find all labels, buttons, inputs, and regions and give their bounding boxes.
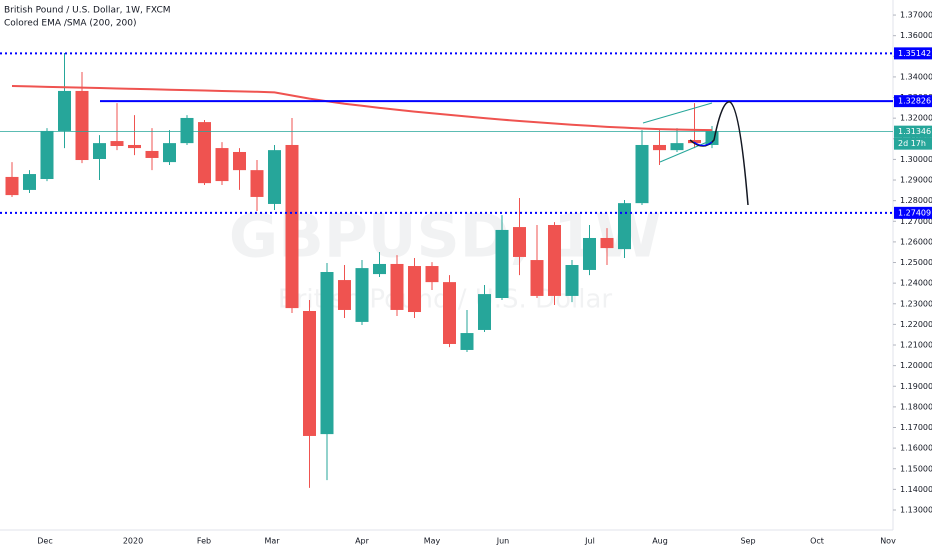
x-tick-label: Mar: [264, 537, 280, 546]
countdown: 2d 17h: [898, 139, 926, 148]
moving-average-line: [11, 84, 713, 132]
candle-body: [443, 282, 456, 344]
candle-body: [110, 141, 124, 147]
x-tick-label: Dec: [37, 537, 52, 546]
y-tick-label: 1.22000: [900, 320, 932, 329]
y-tick-label: 1.24000: [900, 279, 932, 288]
level-label-bg: [894, 125, 932, 138]
channel-upper: [642, 102, 713, 124]
candle-body: [548, 224, 561, 296]
candle-body: [303, 310, 316, 436]
y-tick-label: 1.28000: [900, 196, 932, 205]
level-label: 1.27409: [898, 208, 931, 217]
x-tick-label: Jun: [496, 537, 510, 546]
candle-body: [58, 90, 71, 131]
x-tick-label: Jul: [584, 537, 595, 546]
candle-body: [425, 266, 439, 283]
candle-body: [408, 266, 421, 313]
y-tick-label: 1.34000: [900, 72, 932, 81]
candle-body: [320, 272, 334, 435]
candle-body: [688, 140, 701, 144]
x-tick-label: 2020: [123, 537, 143, 546]
candle-body: [163, 143, 176, 163]
y-tick-label: 1.15000: [900, 464, 932, 473]
x-tick-label: Oct: [810, 537, 824, 546]
y-tick-label: 1.32000: [900, 114, 932, 123]
candle-body: [145, 150, 159, 158]
level-label: 1.35142: [898, 49, 931, 58]
y-tick-label: 1.23000: [900, 299, 932, 308]
y-tick-label: 1.21000: [900, 341, 932, 350]
candle-body: [75, 90, 89, 161]
candle-body: [565, 265, 579, 296]
candle-body: [5, 176, 19, 196]
candle-body: [233, 151, 246, 171]
x-tick-label: May: [424, 537, 441, 546]
x-tick-label: Feb: [197, 537, 211, 546]
marks: 1.13000 1.14000 1.15000 1.16000 1.17000 1.180…: [0, 11, 932, 546]
candle-body: [600, 237, 614, 249]
candle-body: [390, 263, 404, 310]
y-tick-label: 1.27000: [900, 217, 932, 226]
y-tick-label: 1.36000: [900, 31, 932, 40]
candle-body: [180, 117, 194, 144]
level-label-bg: [894, 95, 932, 108]
x-tick-label: Nov: [880, 537, 896, 546]
indicator-name: Colored EMA /SMA (200, 200): [4, 19, 137, 29]
candle-body: [635, 144, 649, 204]
candle-body: [670, 143, 684, 151]
x-tick-label: Sep: [740, 537, 755, 546]
candle-body: [583, 237, 596, 270]
channel-lower: [659, 139, 713, 163]
x-tick-label: Aug: [652, 537, 668, 546]
candle-body: [530, 260, 544, 296]
y-tick-label: 1.29000: [900, 176, 932, 185]
candle-body: [215, 148, 229, 182]
candle-body: [268, 150, 281, 204]
y-tick-label: 1.20000: [900, 361, 932, 370]
countdown-bg: [894, 137, 932, 150]
x-tick-label: Apr: [355, 537, 370, 546]
candle-body: [338, 280, 351, 310]
candle-body: [198, 122, 211, 184]
y-tick-label: 1.14000: [900, 485, 932, 494]
candle-body: [495, 229, 509, 298]
y-tick-label: 1.19000: [900, 382, 932, 391]
candle-body: [23, 174, 36, 190]
level-label: 1.32826: [898, 97, 931, 106]
level-label-bg: [894, 206, 932, 219]
candle-body: [460, 333, 474, 350]
blue-curve: [693, 141, 713, 147]
y-tick-label: 1.16000: [900, 444, 932, 453]
chart-title: British Pound / U.S. Dollar, 1W, FXCM: [4, 6, 171, 16]
candle-body: [250, 170, 264, 197]
candle-body: [373, 263, 386, 275]
y-tick-label: 1.37000: [900, 11, 932, 20]
candle-body: [478, 294, 491, 330]
drawings: [642, 101, 749, 206]
level-label-bg: [894, 47, 932, 60]
y-tick-label: 1.17000: [900, 423, 932, 432]
candle-body: [653, 144, 666, 151]
candle-body: [513, 227, 526, 257]
y-tick-label: 1.25000: [900, 258, 932, 267]
y-tick-label: 1.30000: [900, 155, 932, 164]
y-tick-label: 1.26000: [900, 237, 932, 246]
candle-body: [285, 144, 299, 309]
y-tick-label: 1.18000: [900, 402, 932, 411]
candle-body: [93, 143, 106, 159]
candle-body: [618, 203, 631, 250]
y-tick-label: 1.13000: [900, 505, 932, 514]
candle-body: [40, 130, 54, 180]
candle-body: [355, 268, 369, 322]
level-label: 1.31346: [898, 127, 931, 136]
candle-body: [128, 144, 141, 149]
